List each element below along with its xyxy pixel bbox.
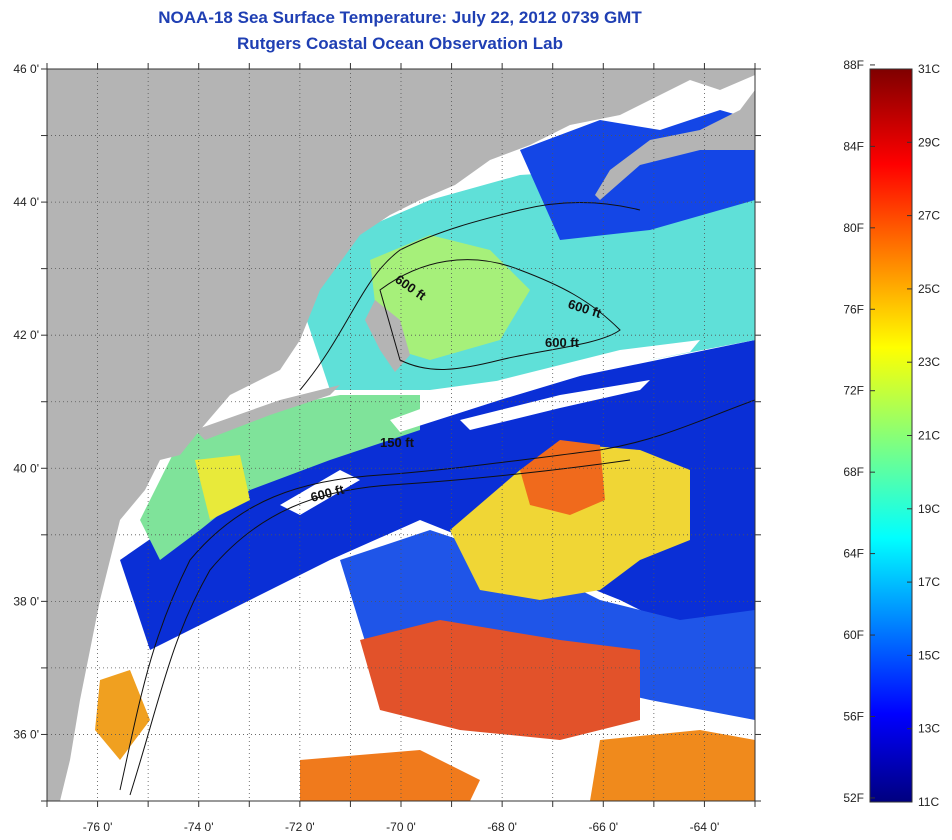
longitude-label: -64 0' [690, 820, 720, 834]
fahrenheit-label: 64F [843, 547, 864, 561]
latitude-label: 36 0' [13, 727, 39, 741]
celsius-label: 13C [918, 722, 940, 736]
southern-warm-patch [360, 620, 640, 740]
longitude-label: -74 0' [184, 820, 214, 834]
isobath-label: 600 ft [545, 335, 580, 350]
fahrenheit-label: 72F [843, 384, 864, 398]
map-subtitle: Rutgers Coastal Ocean Observation Lab [237, 34, 563, 53]
map-title: NOAA-18 Sea Surface Temperature: July 22… [158, 8, 642, 27]
fahrenheit-label: 52F [843, 791, 864, 805]
celsius-label: 23C [918, 355, 940, 369]
isobath-lines [119, 202, 755, 796]
warm-eddy-region [450, 445, 690, 600]
fahrenheit-label: 60F [843, 628, 864, 642]
longitude-label: -76 0' [83, 820, 113, 834]
celsius-label: 27C [918, 209, 940, 223]
celsius-label: 29C [918, 135, 940, 149]
longitude-label: -72 0' [285, 820, 315, 834]
isobath-label: 150 ft [380, 435, 415, 450]
celsius-label: 19C [918, 502, 940, 516]
celsius-label: 11C [918, 795, 939, 809]
celsius-label: 25C [918, 282, 940, 296]
celsius-label: 17C [918, 575, 940, 589]
land-mainland [47, 69, 755, 801]
latitude-label: 42 0' [13, 328, 39, 342]
cloud-streak [390, 340, 700, 432]
fahrenheit-label: 80F [843, 221, 864, 235]
celsius-label: 15C [918, 648, 940, 662]
longitude-label: -70 0' [386, 820, 416, 834]
colorbar [869, 68, 913, 803]
latitude-label: 40 0' [13, 461, 39, 475]
fahrenheit-label: 84F [843, 139, 864, 153]
longitude-label: -66 0' [588, 820, 618, 834]
latitude-label: 38 0' [13, 594, 39, 608]
longitude-label: -68 0' [487, 820, 517, 834]
celsius-label: 31C [918, 62, 940, 76]
fahrenheit-label: 68F [843, 465, 864, 479]
latitude-label: 46 0' [13, 62, 39, 76]
land-long-island [195, 385, 340, 440]
fahrenheit-label: 88F [843, 58, 864, 72]
latitude-label: 44 0' [13, 195, 39, 209]
fahrenheit-label: 76F [843, 302, 864, 316]
fahrenheit-label: 56F [843, 709, 864, 723]
celsius-label: 21C [918, 429, 940, 443]
land-nova-scotia [595, 90, 755, 200]
